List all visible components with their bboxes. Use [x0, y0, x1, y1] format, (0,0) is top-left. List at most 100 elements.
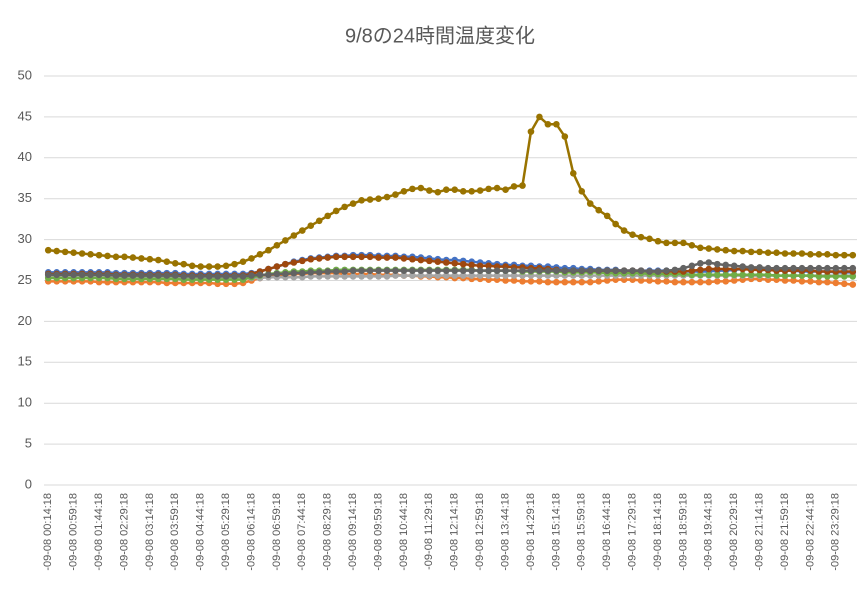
- x-tick-label: -09-08 22:44:18: [804, 493, 816, 571]
- marker: [44, 246, 52, 254]
- marker: [680, 239, 687, 247]
- marker: [832, 264, 840, 272]
- marker: [366, 267, 374, 274]
- marker: [95, 251, 103, 259]
- marker: [739, 247, 746, 255]
- x-tick-label: -09-08 23:29:18: [830, 493, 842, 571]
- marker: [315, 255, 323, 262]
- marker: [527, 128, 535, 135]
- marker: [451, 186, 459, 194]
- marker: [332, 273, 340, 280]
- marker: [815, 278, 823, 286]
- marker: [485, 272, 492, 279]
- marker: [713, 246, 721, 253]
- marker: [61, 248, 69, 256]
- marker: [612, 267, 619, 274]
- marker: [459, 267, 467, 274]
- marker: [400, 255, 408, 262]
- marker: [205, 273, 213, 280]
- marker: [298, 227, 306, 234]
- marker: [426, 272, 433, 279]
- marker: [53, 271, 61, 279]
- marker: [781, 277, 789, 284]
- marker: [214, 263, 221, 270]
- marker: [256, 271, 264, 279]
- marker: [171, 272, 179, 279]
- marker: [358, 253, 365, 261]
- x-tick-label: -09-08 08:29:18: [322, 493, 334, 571]
- marker: [231, 260, 238, 268]
- marker: [756, 248, 763, 256]
- marker: [680, 264, 687, 272]
- y-tick-label: 5: [25, 436, 32, 451]
- marker: [146, 255, 154, 263]
- marker: [807, 272, 814, 279]
- marker: [307, 222, 315, 229]
- x-tick-label: -09-08 06:59:18: [271, 493, 283, 571]
- marker: [44, 271, 52, 279]
- marker: [713, 260, 721, 268]
- marker: [849, 273, 857, 280]
- marker: [400, 267, 408, 274]
- x-tick-label: -09-08 19:44:18: [703, 493, 715, 571]
- marker: [324, 254, 332, 261]
- marker: [553, 120, 560, 128]
- marker: [400, 188, 408, 195]
- marker: [612, 220, 619, 228]
- marker: [256, 251, 264, 258]
- marker: [824, 278, 831, 286]
- marker: [544, 278, 552, 286]
- marker: [553, 278, 560, 286]
- marker: [197, 273, 204, 280]
- marker: [485, 262, 492, 270]
- marker: [155, 256, 162, 264]
- marker: [468, 267, 475, 274]
- marker: [790, 272, 797, 279]
- marker: [417, 256, 425, 264]
- marker: [569, 267, 577, 274]
- marker: [730, 271, 738, 279]
- marker: [476, 272, 484, 279]
- marker: [620, 267, 628, 274]
- marker: [697, 271, 704, 279]
- marker: [366, 273, 374, 280]
- marker: [375, 195, 382, 202]
- marker: [442, 186, 450, 194]
- marker: [476, 267, 484, 274]
- x-tick-label: -09-08 14:29:18: [525, 493, 537, 571]
- marker: [434, 258, 442, 265]
- marker: [790, 277, 797, 284]
- marker: [375, 267, 382, 274]
- x-tick-label: -09-08 00:14:18: [42, 493, 54, 571]
- marker: [536, 267, 543, 274]
- marker: [451, 260, 459, 267]
- marker: [637, 233, 645, 241]
- marker: [392, 254, 399, 261]
- marker: [315, 269, 323, 276]
- marker: [434, 272, 442, 279]
- marker: [324, 268, 332, 275]
- marker: [840, 251, 848, 259]
- marker: [807, 264, 814, 272]
- marker: [188, 273, 196, 280]
- marker: [671, 278, 679, 286]
- marker: [400, 272, 408, 279]
- marker: [730, 277, 738, 284]
- marker: [747, 271, 755, 279]
- marker: [510, 267, 518, 274]
- marker: [459, 188, 467, 195]
- marker: [476, 262, 484, 270]
- marker: [332, 207, 340, 215]
- marker: [129, 272, 137, 279]
- marker: [248, 272, 255, 279]
- marker: [502, 277, 509, 284]
- marker: [349, 200, 357, 207]
- marker: [561, 267, 569, 274]
- marker: [569, 170, 577, 177]
- marker: [493, 272, 501, 279]
- marker: [527, 267, 535, 274]
- marker: [824, 273, 831, 280]
- marker: [849, 264, 857, 272]
- x-tick-label: -09-08 17:29:18: [626, 493, 638, 571]
